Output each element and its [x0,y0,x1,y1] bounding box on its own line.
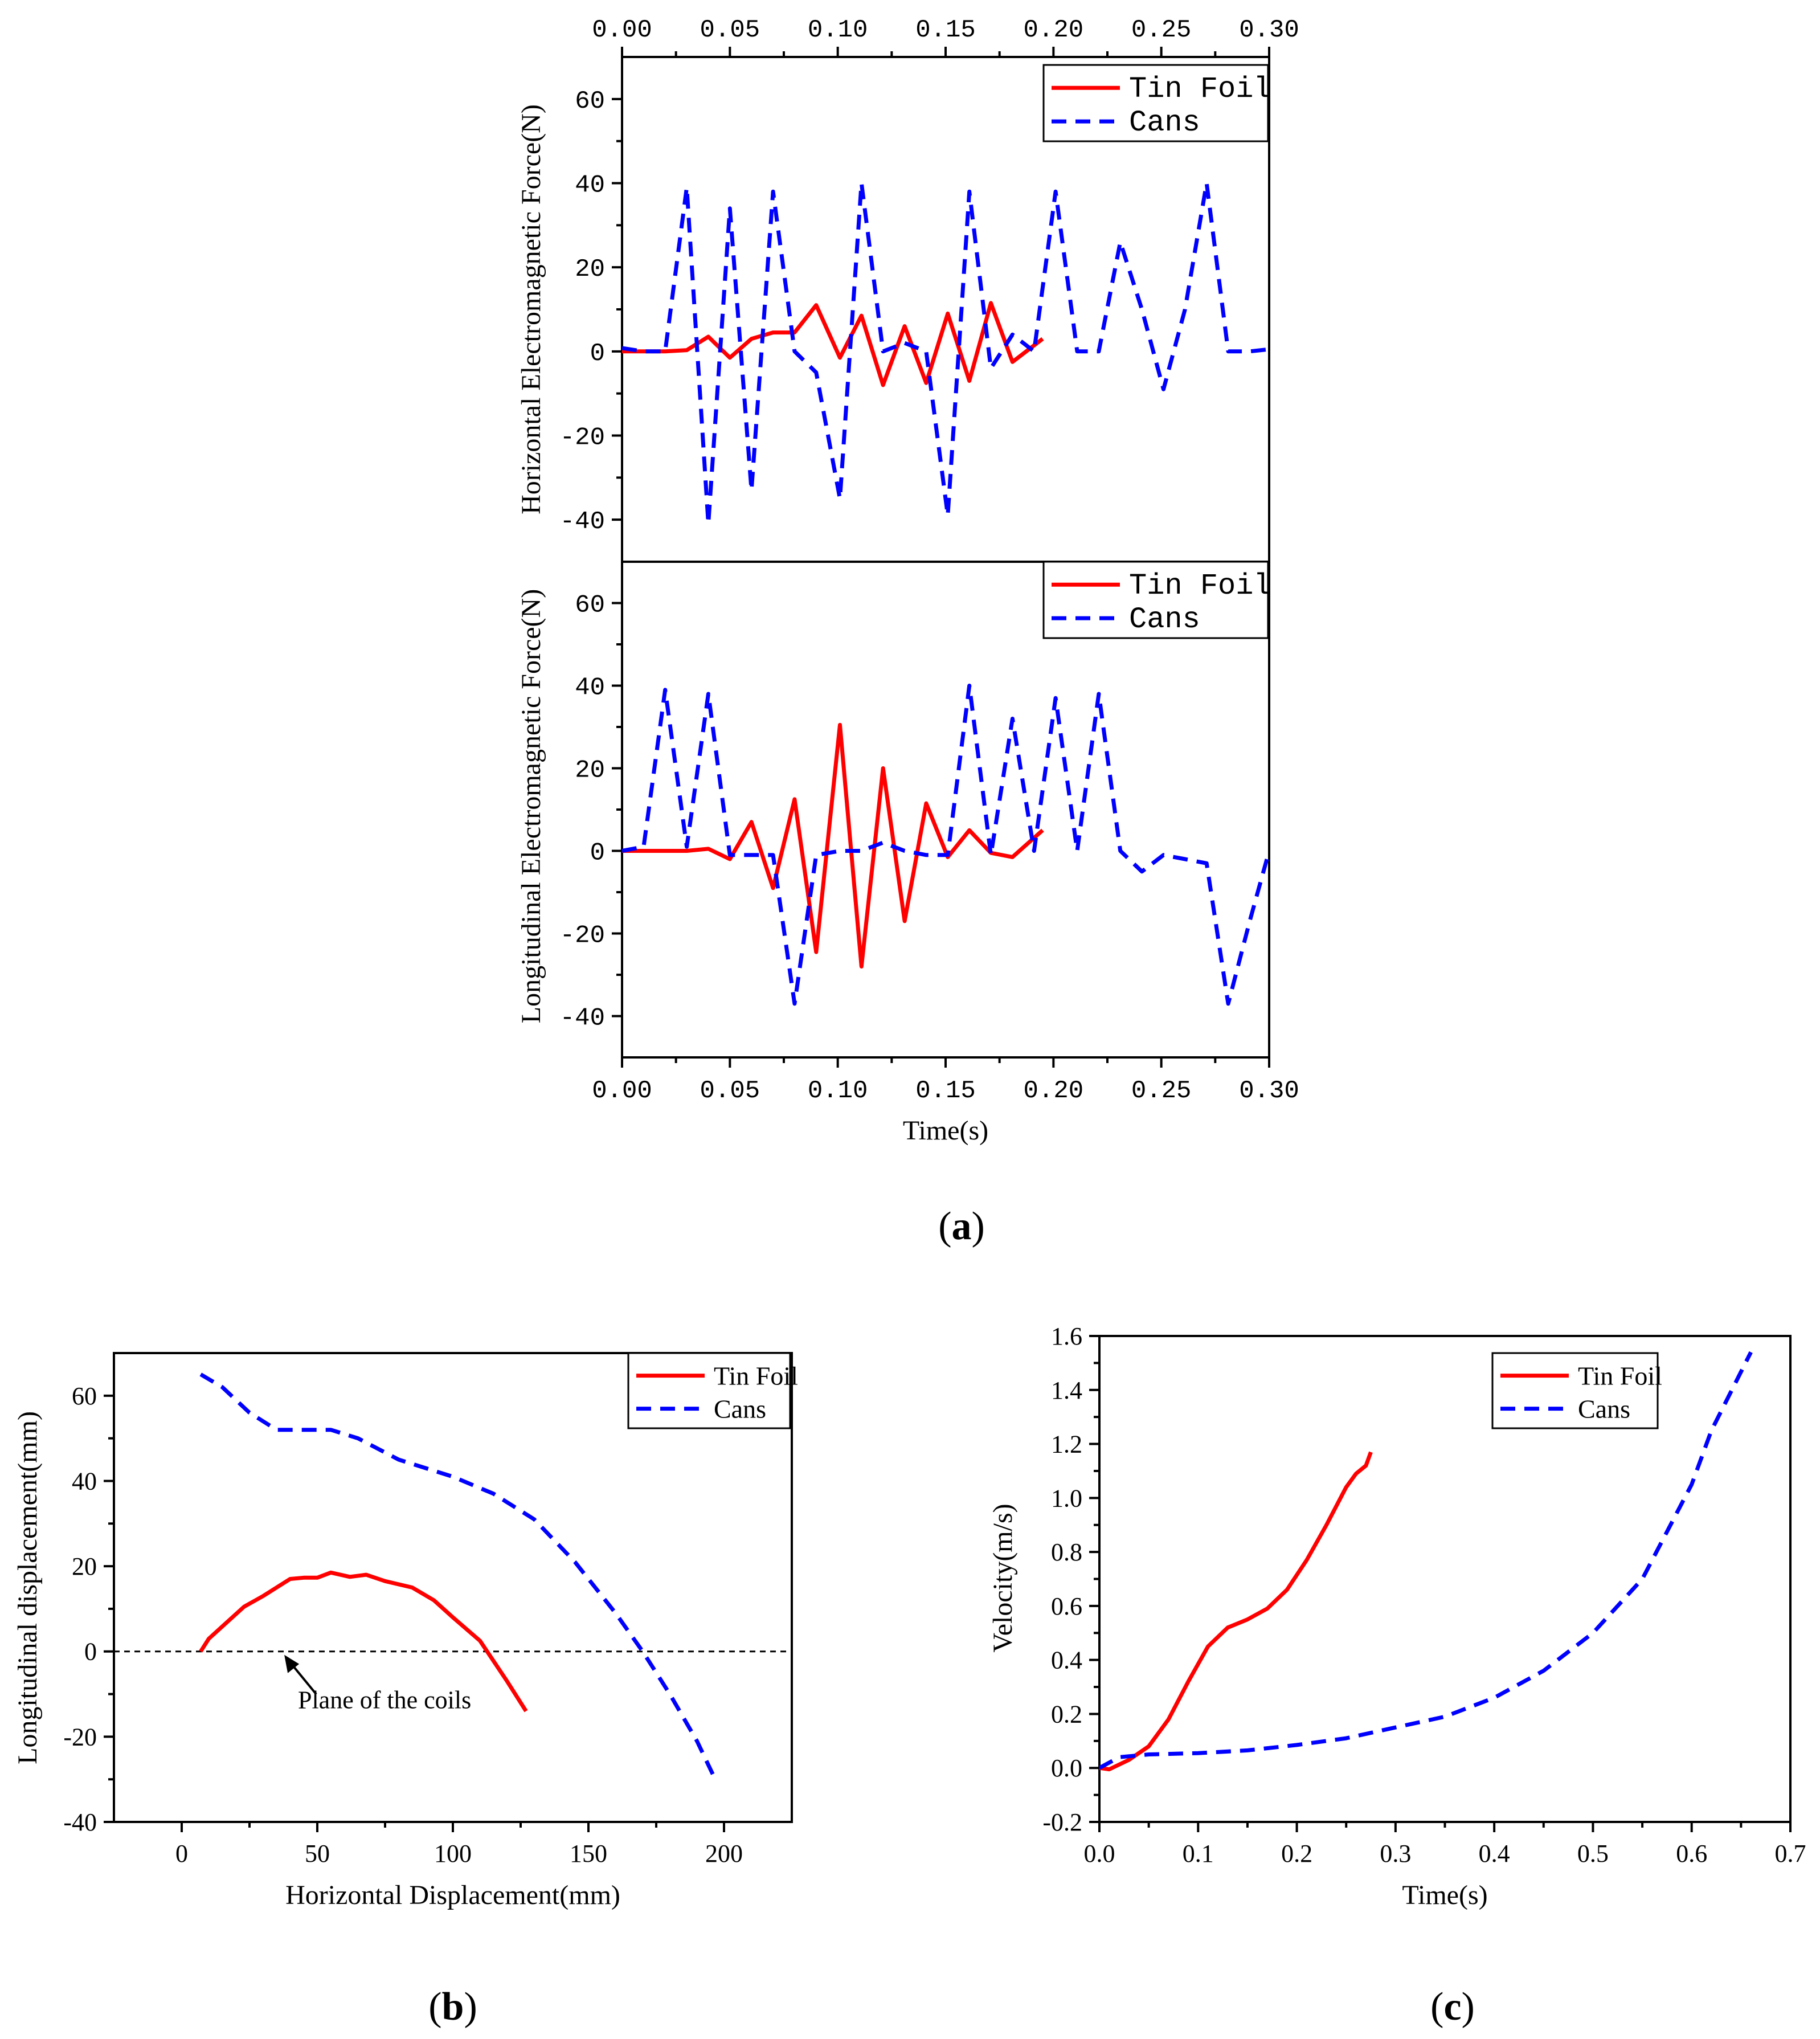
y-tick-label: 0 [590,839,605,868]
x-tick-label: 0.30 [1239,1077,1299,1105]
x-tick-label: 0.15 [915,1077,976,1105]
x-axis-title: Time(s) [1402,1880,1487,1910]
y-tick-label: 1.2 [1051,1431,1082,1458]
legend: Tin Foil Cans [1491,1352,1662,1429]
series-line-cans [622,181,1269,526]
x-tick-label: 0.20 [1024,1077,1084,1105]
y-tick-label: -40 [63,1808,97,1836]
series-line-tin-foil [1099,1451,1373,1772]
legend-label: Cans [1129,603,1200,636]
legend-label: Tin Foil [1129,569,1271,603]
x-tick-label: 0.10 [808,1077,868,1105]
panel-label-c: (c) [1430,1985,1475,2029]
series-line-cans [622,684,1269,1006]
y-tick-label: 1.6 [1051,1322,1082,1350]
y-tick-label: -40 [560,1004,605,1033]
y-axis-title: Horizontal Electromagnetic Force(N) [516,104,546,514]
y-tick-label: 40 [575,171,605,200]
x-tick-label: 150 [570,1840,607,1868]
y-tick-label: 0.4 [1051,1646,1082,1674]
x-tick-label: 0.05 [700,1077,760,1105]
plot-frame [1098,1335,1792,1823]
legend-label: Tin Foil [1578,1362,1662,1391]
y-tick-label: 1.0 [1051,1484,1082,1512]
y-tick-label: 60 [575,87,605,116]
x-tick-label: 0.6 [1676,1840,1707,1868]
y-tick-label: 0.0 [1051,1754,1082,1782]
x-tick-label: 0.4 [1479,1840,1510,1868]
legend-label: Tin Foil [1129,72,1271,106]
y-tick-label: -20 [560,922,605,950]
x-tick-label: 0.5 [1577,1840,1609,1868]
x-axis-title: Time(s) [903,1115,988,1146]
y-tick-label: 0.8 [1051,1538,1082,1566]
y-tick-label: 60 [72,1382,97,1410]
y-tick-label: -20 [63,1723,97,1751]
y-axis-title: Longitudinal displacement(mm) [13,1411,43,1764]
x-tick-label: 0.10 [808,16,868,44]
annotation-text: Plane of the coils [298,1686,471,1714]
y-tick-label: 0.6 [1051,1592,1082,1620]
x-tick-label: 0.1 [1183,1840,1214,1868]
x-tick-label: 0.30 [1239,16,1299,44]
series-line-tin-foil [622,722,1044,969]
y-tick-label: 40 [72,1467,97,1495]
chart-horizontal-force: 0.00 0.05 0.10 0.15 0.20 0.25 0.30 -40 -20 0 20 40 6… [516,16,1299,563]
chart-longitudinal-force: 0.00 0.05 0.10 0.15 0.20 0.25 0.30 -40 -20 0 20 40 6… [516,561,1299,1146]
y-tick-label: 0.2 [1051,1700,1082,1728]
y-tick-label: 20 [575,255,605,284]
y-tick-label: -20 [560,424,605,452]
legend-box [1042,561,1269,639]
legend-label: Cans [1129,106,1200,140]
legend-box [1491,1352,1659,1429]
x-tick-label: 50 [305,1840,330,1868]
y-tick-label: -0.2 [1042,1808,1082,1836]
x-tick-label: 0.7 [1775,1840,1806,1868]
legend-box [1042,64,1269,142]
y-tick-label: 60 [575,591,605,620]
legend-label: Tin Foil [714,1362,798,1391]
y-tick-label: -40 [560,508,605,536]
x-tick-label: 0.25 [1131,16,1192,44]
chart-velocity: 0.0 0.1 0.2 0.3 0.4 0.5 0.6 0.7-0.20.00.20.40.6… [988,1322,1806,1910]
x-tick-label: 0.20 [1024,16,1084,44]
y-axis-title: Longitudinal Electromagnetic Force(N) [516,589,546,1023]
y-tick-label: 20 [72,1552,97,1580]
x-tick-label: 0.00 [592,16,652,44]
chart-displacement: 0 50 100 150 200 -40 -20 0 20 40 60 Longitudinal di… [13,1352,798,1910]
y-axis-title: Velocity(m/s) [988,1503,1018,1652]
x-tick-label: 0.00 [592,1077,652,1105]
x-tick-label: 0.2 [1281,1840,1312,1868]
legend-label: Cans [1578,1395,1630,1424]
legend-label: Cans [714,1395,766,1424]
legend-box [627,1352,791,1429]
x-tick-label: 0.05 [700,16,760,44]
x-tick-label: 0.25 [1131,1077,1192,1105]
x-axis-title: Horizontal Displacement(mm) [285,1880,620,1910]
series-line-cans [1099,1351,1753,1770]
x-tick-label: 0.0 [1084,1840,1115,1868]
x-tick-label: 100 [434,1840,472,1868]
x-tick-label: 0.15 [915,16,976,44]
annotation-arrowhead [284,1654,300,1673]
x-tick-label: 0 [175,1840,188,1868]
x-tick-label: 200 [705,1840,743,1868]
y-tick-label: 0 [590,340,605,368]
panel-label-a: (a) [938,1204,985,1248]
series-line-cans [199,1372,715,1776]
y-tick-label: 20 [575,757,605,785]
y-tick-label: 40 [575,674,605,702]
panel-label-b: (b) [428,1985,477,2029]
x-tick-label: 0.3 [1380,1840,1411,1868]
y-tick-label: 0 [84,1638,97,1666]
y-tick-label: 1.4 [1051,1376,1082,1404]
series-line-tin-foil [622,301,1044,387]
series-line-tin-foil [199,1570,528,1713]
legend: Tin Foil Cans [627,1352,798,1429]
